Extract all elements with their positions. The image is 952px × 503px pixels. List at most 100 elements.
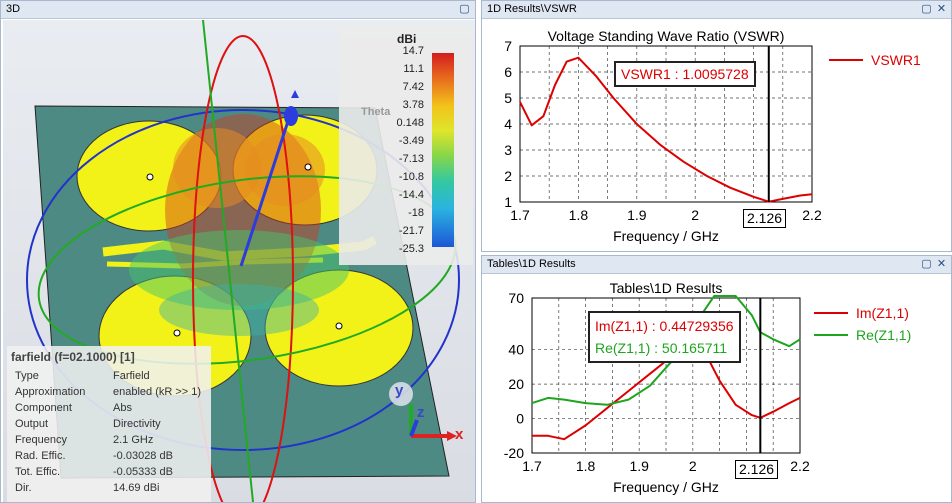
colorbar-tick-label: -25.3 — [398, 243, 424, 255]
vswr-title: 1D Results\VSWR — [487, 3, 577, 15]
info-row-label: Component — [15, 402, 72, 414]
colorbar-tick-label: 0.148 — [396, 117, 424, 129]
info-title: farfield (f=02.1000) [1] — [11, 350, 135, 364]
info-row: Component Abs — [15, 402, 132, 414]
x-tick-label: 1.7 — [522, 458, 542, 474]
x-tick-label: 1.8 — [576, 458, 596, 474]
theta-label: Theta — [361, 106, 391, 118]
info-row-value: Farfield — [113, 370, 150, 382]
info-row-label: Output — [15, 418, 49, 430]
y-tick-label: 70 — [508, 290, 524, 306]
info-row: Frequency 2.1 GHz — [15, 434, 153, 446]
colorbar-tick-label: 3.78 — [402, 99, 424, 111]
info-row-label: Type — [15, 370, 39, 382]
info-row-value: enabled (kR >> 1) — [113, 386, 202, 398]
y-tick-label: 4 — [504, 116, 512, 132]
y-tick-label: 40 — [508, 342, 524, 358]
x-axis-label: Frequency / GHz — [613, 228, 719, 244]
close-icon[interactable]: ✕ — [936, 258, 947, 270]
maximize-icon[interactable]: ▢ — [921, 258, 932, 270]
tables-window: Tables\1D Results ▢ ✕ Tables\1D Results 1… — [481, 255, 952, 503]
plot-frame — [531, 297, 801, 454]
info-row-value: 2.1 GHz — [113, 434, 154, 446]
info-row-value: Abs — [113, 402, 132, 414]
x-tick-label: 2 — [689, 458, 697, 474]
colorbar-tick-label: -18 — [408, 207, 424, 219]
tables-plot[interactable]: Tables\1D Results 1.7 1.8 1.9 2 2.2 70 40 20 0 -20… — [482, 274, 952, 503]
vswr-marker-label: 2.126 — [743, 209, 787, 228]
series-line — [519, 56, 813, 203]
colorbar-tick-label: 14.7 — [402, 45, 424, 57]
theta-ring — [192, 35, 294, 502]
y-tick-label: 3 — [504, 142, 512, 158]
view3d-window: 3D ▢ — [0, 0, 476, 503]
x-tick-label: 2 — [691, 207, 699, 223]
y-tick-label: 20 — [508, 376, 524, 392]
colorbar-tick-label: 11.1 — [403, 63, 424, 75]
x-tick-label: 2.2 — [790, 458, 810, 474]
info-row-label: Rad. Effic. — [15, 450, 66, 462]
vswr-plot[interactable]: Voltage Standing Wave Ratio (VSWR) 1.7 1.8… — [482, 19, 952, 252]
maximize-icon[interactable]: ▢ — [921, 3, 932, 15]
info-row-label: Tot. Effic. — [15, 466, 61, 478]
info-row: Rad. Effic. -0.03028 dB — [15, 450, 173, 462]
close-icon[interactable]: ✕ — [936, 3, 947, 15]
farfield-info-panel: farfield (f=02.1000) [1] Type Farfield App… — [7, 346, 211, 502]
tables-marker-label: 2.126 — [735, 460, 779, 479]
tables-title: Tables\1D Results — [487, 258, 576, 270]
info-row-label: Dir. — [15, 482, 32, 494]
axis-label-z: z — [417, 404, 425, 421]
info-row: Dir. 14.69 dBi — [15, 482, 159, 494]
plot-title: Voltage Standing Wave Ratio (VSWR) — [548, 28, 785, 44]
radiation-pattern-back-lobe — [129, 230, 349, 310]
y-tick-label: 6 — [504, 64, 512, 80]
x-axis-label: Frequency / GHz — [613, 479, 719, 495]
info-row-value: -0.03028 dB — [113, 450, 173, 462]
info-row: Type Farfield — [15, 370, 150, 382]
phi-ring — [26, 109, 460, 451]
x-tick-label: 1.8 — [569, 207, 589, 223]
plot-frame — [519, 45, 813, 203]
colorbar-tick-label: -14.4 — [398, 189, 424, 201]
y-tick-label: 2 — [504, 168, 512, 184]
view3d-titlebar: 3D ▢ — [1, 1, 475, 19]
view3d-canvas[interactable]: y z x dBi 14.7 11.1 7.42 3.78 0.148 -3.49 -7.1… — [3, 20, 475, 502]
info-row-value: -0.05333 dB — [113, 466, 173, 478]
colorbar-tick-label: 7.42 — [402, 81, 424, 93]
info-row: Tot. Effic. -0.05333 dB — [15, 466, 173, 478]
colorbar-tick-label: -7.13 — [398, 153, 424, 165]
axis-label-y: y — [395, 382, 404, 399]
vswr-titlebar: 1D Results\VSWR ▢ ✕ — [482, 1, 951, 19]
tables-annotation-box: Im(Z1,1) : 0.44729356 Re(Z1,1) : 50.1657… — [588, 311, 741, 363]
legend-label: VSWR1 — [871, 52, 921, 68]
tables-titlebar: Tables\1D Results ▢ ✕ — [482, 256, 951, 274]
info-row: Output Directivity — [15, 418, 161, 430]
info-row-value: 14.69 dBi — [113, 482, 160, 494]
x-tick-label: 1.7 — [510, 207, 530, 223]
colorbar-legend: dBi 14.7 11.1 7.42 3.78 0.148 -3.49 -7.13 -10.8… — [339, 25, 473, 265]
info-row-label: Frequency — [15, 434, 67, 446]
plot-title: Tables\1D Results — [610, 280, 723, 296]
maximize-icon[interactable]: ▢ — [459, 3, 470, 15]
y-tick-label: 0 — [516, 411, 524, 427]
legend-label: Im(Z1,1) — [856, 305, 909, 321]
tables-annotation-re: Re(Z1,1) : 50.165711 — [595, 340, 728, 356]
view3d-title: 3D — [6, 3, 21, 15]
colorbar-tick-label: -10.8 — [398, 171, 424, 183]
colorbar-tick-label: -3.49 — [398, 135, 424, 147]
y-tick-label: 5 — [504, 90, 512, 106]
vswr-window: 1D Results\VSWR ▢ ✕ Voltage Standing Wav… — [481, 0, 952, 252]
y-tick-label: -20 — [504, 445, 524, 461]
direction-arrow — [239, 111, 293, 267]
tables-annotation-im: Im(Z1,1) : 0.44729356 — [595, 318, 734, 334]
info-row-value: Directivity — [113, 418, 161, 430]
x-tick-label: 2.2 — [802, 207, 822, 223]
vswr-annotation: VSWR1 : 1.0095728 — [614, 61, 756, 87]
colorbar-gradient — [432, 53, 454, 247]
x-tick-label: 1.9 — [629, 458, 649, 474]
x-tick-label: 1.9 — [627, 207, 647, 223]
axis-label-x: x — [455, 426, 464, 443]
legend-label: Re(Z1,1) — [856, 327, 911, 343]
y-tick-label: 1 — [504, 194, 512, 210]
info-row-label: Approximation — [15, 386, 86, 398]
